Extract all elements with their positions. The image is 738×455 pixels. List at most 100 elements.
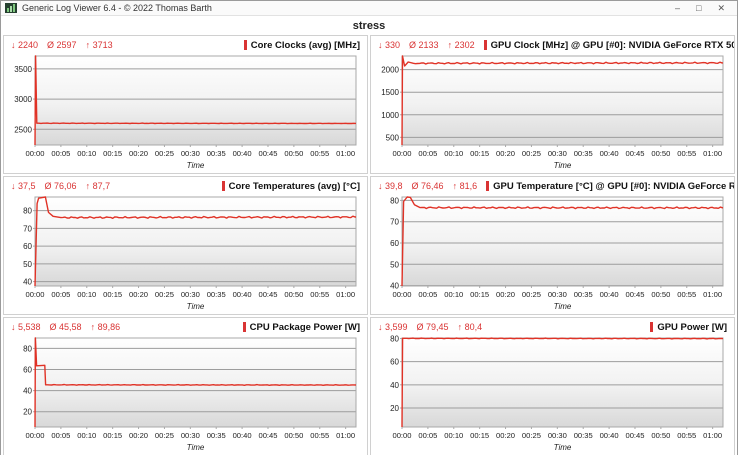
chart-plot[interactable]: 20 40 60 80 00:00 00:05 00:10 00:15 00:20 00:25 00… bbox=[376, 335, 728, 455]
svg-text:00:55: 00:55 bbox=[677, 290, 696, 299]
svg-text:500: 500 bbox=[386, 133, 400, 142]
svg-text:00:25: 00:25 bbox=[155, 431, 174, 440]
svg-text:00:45: 00:45 bbox=[258, 290, 277, 299]
svg-text:00:20: 00:20 bbox=[496, 149, 515, 158]
x-axis-label: Time bbox=[554, 443, 572, 452]
svg-text:00:40: 00:40 bbox=[600, 149, 619, 158]
svg-text:00:10: 00:10 bbox=[444, 290, 463, 299]
svg-text:00:45: 00:45 bbox=[625, 290, 644, 299]
svg-text:20: 20 bbox=[23, 408, 32, 417]
svg-text:00:55: 00:55 bbox=[677, 431, 696, 440]
svg-text:00:10: 00:10 bbox=[77, 290, 96, 299]
svg-text:00:25: 00:25 bbox=[522, 290, 541, 299]
chart-panel: ↓ 5,538 Ø 45,58 ↑ 89,86 CPU Package Power [… bbox=[3, 317, 368, 455]
minimize-button[interactable]: – bbox=[675, 2, 681, 13]
svg-text:00:50: 00:50 bbox=[284, 431, 303, 440]
series-color-marker bbox=[221, 181, 225, 191]
chart-header: ↓ 37,5 Ø 76,06 ↑ 87,7 Core Temperatures (av… bbox=[9, 178, 362, 194]
svg-text:80: 80 bbox=[23, 207, 32, 216]
close-button[interactable]: ✕ bbox=[717, 2, 725, 13]
svg-text:00:35: 00:35 bbox=[574, 290, 593, 299]
plot-area: 20 40 60 80 00:00 00:05 00:10 00:15 00:20 00:25 00… bbox=[376, 335, 729, 455]
stat-avg: Ø 76,06 bbox=[44, 181, 77, 191]
chart-stats: ↓ 37,5 Ø 76,06 ↑ 87,7 bbox=[11, 181, 119, 191]
stat-avg: Ø 45,58 bbox=[49, 322, 82, 332]
chart-header: ↓ 39,8 Ø 76,46 ↑ 81,6 GPU Temperature [°C] … bbox=[376, 178, 734, 194]
chart-stats: ↓ 3,599 Ø 79,45 ↑ 80,4 bbox=[378, 322, 491, 332]
chart-plot[interactable]: 20 40 60 80 00:00 00:05 00:10 00:15 00:20 00:25 00… bbox=[9, 335, 361, 455]
chart-plot[interactable]: 2500 3000 3500 00:00 00:05 00:10 00:15 00:20 00:… bbox=[9, 53, 361, 173]
svg-text:00:30: 00:30 bbox=[181, 431, 200, 440]
svg-text:00:30: 00:30 bbox=[181, 149, 200, 158]
svg-text:60: 60 bbox=[23, 366, 32, 375]
svg-text:00:00: 00:00 bbox=[25, 290, 44, 299]
stat-max: ↑ 80,4 bbox=[457, 322, 483, 332]
chart-header: ↓ 3,599 Ø 79,45 ↑ 80,4 GPU Power [W] bbox=[376, 319, 729, 335]
svg-text:00:25: 00:25 bbox=[522, 431, 541, 440]
plot-area: 500 1000 1500 2000 00:00 00:05 00:10 00:15 00:20… bbox=[376, 53, 729, 173]
chart-header: ↓ 330 Ø 2133 ↑ 2302 GPU Clock [MHz] @ GPU [… bbox=[376, 37, 734, 53]
svg-text:00:55: 00:55 bbox=[677, 149, 696, 158]
svg-text:00:35: 00:35 bbox=[207, 149, 226, 158]
svg-text:00:35: 00:35 bbox=[207, 290, 226, 299]
chart-title-text: Core Temperatures (avg) [°C] bbox=[228, 180, 360, 192]
svg-text:00:30: 00:30 bbox=[181, 290, 200, 299]
chart-title: GPU Temperature [°C] @ GPU [#0]: NVIDIA … bbox=[486, 181, 734, 192]
chart-panel: ↓ 2240 Ø 2597 ↑ 3713 Core Clocks (avg) [MHz… bbox=[3, 35, 368, 174]
svg-text:00:40: 00:40 bbox=[600, 431, 619, 440]
svg-text:01:00: 01:00 bbox=[336, 431, 355, 440]
stat-min: ↓ 3,599 bbox=[378, 322, 408, 332]
svg-text:00:05: 00:05 bbox=[51, 431, 70, 440]
chart-plot[interactable]: 40 50 60 70 80 00:00 00:05 00:10 00:15 00:20 00:25… bbox=[9, 194, 361, 314]
svg-text:70: 70 bbox=[23, 224, 32, 233]
svg-text:00:05: 00:05 bbox=[51, 290, 70, 299]
svg-text:40: 40 bbox=[390, 282, 399, 291]
stat-avg: Ø 76,46 bbox=[411, 181, 444, 191]
page-title: stress bbox=[352, 20, 386, 32]
stat-min: ↓ 37,5 bbox=[11, 181, 36, 191]
svg-text:00:55: 00:55 bbox=[310, 149, 329, 158]
svg-text:00:40: 00:40 bbox=[600, 290, 619, 299]
svg-text:00:05: 00:05 bbox=[418, 290, 437, 299]
chart-panel: ↓ 3,599 Ø 79,45 ↑ 80,4 GPU Power [W] 20 40 60 8… bbox=[370, 317, 735, 455]
svg-text:2500: 2500 bbox=[14, 125, 32, 134]
svg-text:00:05: 00:05 bbox=[418, 149, 437, 158]
svg-text:60: 60 bbox=[23, 242, 32, 251]
chart-stats: ↓ 39,8 Ø 76,46 ↑ 81,6 bbox=[378, 181, 486, 191]
svg-text:80: 80 bbox=[390, 335, 399, 343]
svg-text:50: 50 bbox=[390, 260, 399, 269]
svg-text:00:00: 00:00 bbox=[392, 290, 411, 299]
svg-text:60: 60 bbox=[390, 239, 399, 248]
stat-min: ↓ 39,8 bbox=[378, 181, 403, 191]
svg-text:00:20: 00:20 bbox=[496, 431, 515, 440]
chart-header: ↓ 5,538 Ø 45,58 ↑ 89,86 CPU Package Power [… bbox=[9, 319, 362, 335]
svg-text:20: 20 bbox=[390, 404, 399, 413]
chart-plot[interactable]: 40 50 60 70 80 00:00 00:05 00:10 00:15 00:20 00:25… bbox=[376, 194, 728, 314]
svg-text:00:50: 00:50 bbox=[284, 290, 303, 299]
svg-text:01:00: 01:00 bbox=[336, 290, 355, 299]
plot-area: 40 50 60 70 80 00:00 00:05 00:10 00:15 00:20 00:25… bbox=[9, 194, 362, 314]
svg-text:00:00: 00:00 bbox=[392, 149, 411, 158]
svg-text:01:00: 01:00 bbox=[703, 149, 722, 158]
maximize-button[interactable]: □ bbox=[696, 2, 702, 13]
x-axis-label: Time bbox=[187, 302, 205, 311]
svg-text:60: 60 bbox=[390, 358, 399, 367]
x-axis-label: Time bbox=[554, 302, 572, 311]
svg-text:00:15: 00:15 bbox=[103, 149, 122, 158]
chart-plot[interactable]: 500 1000 1500 2000 00:00 00:05 00:10 00:15 00:20… bbox=[376, 53, 728, 173]
svg-text:00:55: 00:55 bbox=[310, 290, 329, 299]
chart-title-text: Core Clocks (avg) [MHz] bbox=[250, 39, 360, 51]
series-color-marker bbox=[650, 322, 654, 332]
plot-area: 20 40 60 80 00:00 00:05 00:10 00:15 00:20 00:25 00… bbox=[9, 335, 362, 455]
svg-text:00:05: 00:05 bbox=[418, 431, 437, 440]
svg-text:40: 40 bbox=[23, 387, 32, 396]
svg-text:00:10: 00:10 bbox=[444, 431, 463, 440]
svg-text:80: 80 bbox=[390, 196, 399, 205]
svg-text:00:20: 00:20 bbox=[496, 290, 515, 299]
chart-panel: ↓ 37,5 Ø 76,06 ↑ 87,7 Core Temperatures (av… bbox=[3, 176, 368, 315]
chart-stats: ↓ 2240 Ø 2597 ↑ 3713 bbox=[11, 40, 122, 50]
stat-avg: Ø 2133 bbox=[409, 40, 439, 50]
svg-text:00:40: 00:40 bbox=[233, 431, 252, 440]
svg-text:00:30: 00:30 bbox=[548, 149, 567, 158]
